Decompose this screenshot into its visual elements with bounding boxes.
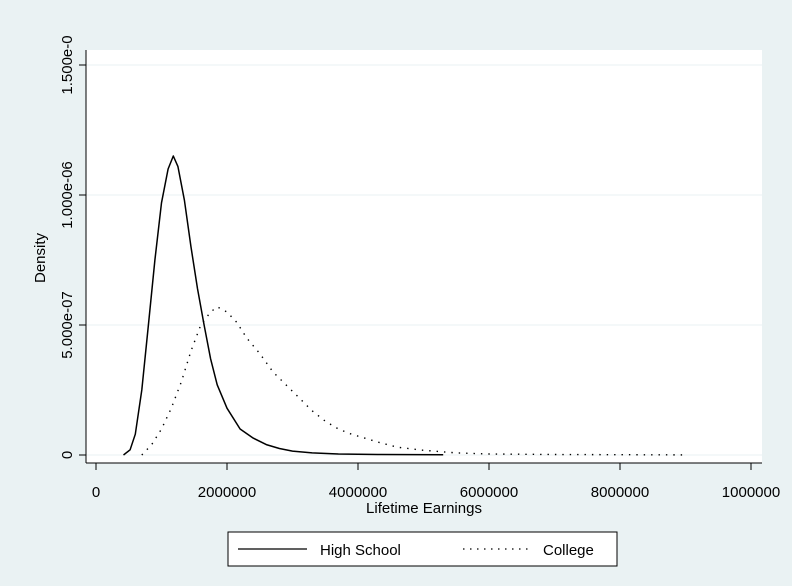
x-tick-label: 8000000 (591, 484, 649, 501)
x-tick-label: 2000000 (198, 484, 256, 501)
x-tick-label: 4000000 (329, 484, 387, 501)
x-axis-title: Lifetime Earnings (366, 500, 482, 517)
series-layer (123, 155, 686, 456)
x-ticks: 0 2000000 4000000 6000000 8000000 1000000 (92, 463, 780, 501)
x-tick-label: 0 (92, 484, 100, 501)
series-line-high-school (123, 155, 444, 456)
x-tick-label: 1000000 (722, 484, 780, 501)
y-tick-label: 1.000e-06 (59, 161, 76, 229)
series-line-college (141, 306, 686, 456)
legend-label-high-school: High School (320, 542, 401, 559)
y-axis-title: Density (32, 232, 49, 283)
x-tick-label: 6000000 (460, 484, 518, 501)
legend: High School College (227, 531, 618, 567)
y-ticks: 0 5.000e-07 1.000e-06 1.500e-0 (59, 35, 86, 459)
y-tick-label: 5.000e-07 (59, 291, 76, 359)
legend-label-college: College (543, 542, 594, 559)
y-tick-label: 0 (59, 451, 76, 459)
plot-area (86, 50, 762, 463)
y-tick-label: 1.500e-0 (59, 35, 76, 94)
